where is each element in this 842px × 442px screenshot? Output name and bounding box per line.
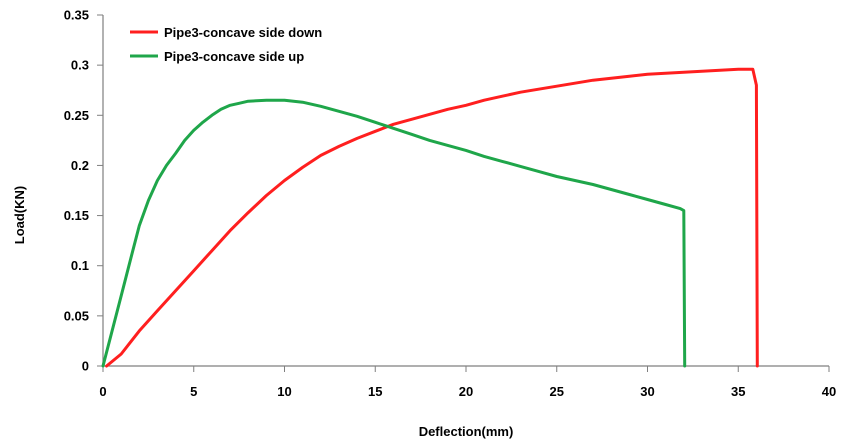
x-tick-label: 15 xyxy=(368,384,382,399)
y-tick-label: 0.35 xyxy=(64,8,89,23)
x-axis-title: Deflection(mm) xyxy=(419,424,514,439)
y-tick-label: 0.2 xyxy=(71,158,89,173)
x-tick-label: 25 xyxy=(550,384,564,399)
x-tick-label: 0 xyxy=(99,384,106,399)
y-axis-title: Load(KN) xyxy=(12,186,27,245)
y-axis-ticks: 0 0.05 0.1 0.15 0.2 0.25 0.3 0.35 xyxy=(64,8,103,374)
y-tick-label: 0.15 xyxy=(64,208,89,223)
x-tick-label: 35 xyxy=(731,384,745,399)
series-line-concave-side-down xyxy=(107,69,758,366)
x-tick-label: 20 xyxy=(459,384,473,399)
legend-label-concave-side-up: Pipe3-concave side up xyxy=(164,49,304,64)
x-tick-label: 10 xyxy=(277,384,291,399)
x-tick-label: 5 xyxy=(190,384,197,399)
legend: Pipe3-concave side down Pipe3-concave si… xyxy=(130,25,322,64)
y-tick-label: 0.1 xyxy=(71,258,89,273)
series-line-concave-side-up xyxy=(103,100,685,366)
x-tick-label: 30 xyxy=(640,384,654,399)
axes xyxy=(103,15,829,366)
x-axis-ticks: 0 5 10 15 20 25 30 35 40 xyxy=(99,366,836,399)
y-axis-title-group: Load(KN) xyxy=(12,186,27,245)
y-tick-label: 0.3 xyxy=(71,58,89,73)
y-tick-label: 0 xyxy=(82,359,89,374)
x-tick-label: 40 xyxy=(822,384,836,399)
legend-label-concave-side-down: Pipe3-concave side down xyxy=(164,25,322,40)
y-tick-label: 0.05 xyxy=(64,308,89,323)
plot-series xyxy=(103,69,757,366)
y-tick-label: 0.25 xyxy=(64,108,89,123)
